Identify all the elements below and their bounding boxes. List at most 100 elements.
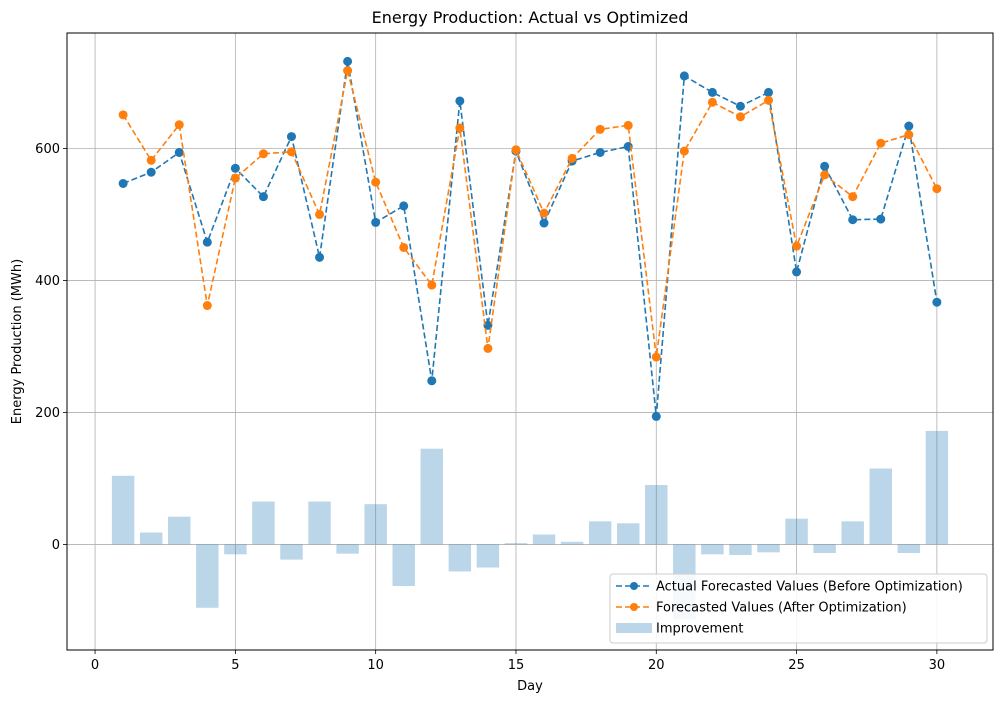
improvement-bar [841, 521, 864, 545]
grid [67, 33, 993, 650]
improvement-bar [757, 544, 780, 553]
plot-frame [66, 32, 994, 651]
data-point-optimized [118, 110, 128, 120]
improvement-bar [111, 475, 135, 545]
data-point-optimized [539, 208, 549, 218]
improvement-bar [196, 544, 219, 608]
legend-box [609, 573, 988, 644]
x-tick-label: 25 [788, 658, 805, 673]
data-point-actual [764, 87, 774, 97]
data-point-actual [539, 218, 549, 228]
data-point-actual [595, 147, 605, 157]
improvement-bar [308, 501, 331, 545]
data-point-actual [876, 214, 886, 224]
improvement-bar [729, 544, 752, 555]
improvement-bar [897, 544, 921, 553]
chart-title: Energy Production: Actual vs Optimized [372, 8, 689, 27]
data-point-actual [679, 71, 689, 81]
improvement-bar [168, 516, 191, 545]
improvement-bar [869, 468, 892, 545]
y-axis-label: Energy Production (MWh) [10, 259, 25, 424]
improvement-bar [532, 534, 556, 545]
data-point-optimized [258, 149, 268, 159]
data-point-actual [230, 163, 240, 173]
data-point-actual [735, 101, 745, 111]
data-point-actual [904, 121, 914, 131]
improvement-bar [476, 544, 500, 568]
legend-marker-actual [630, 582, 638, 590]
x-tick-label: 0 [91, 658, 99, 673]
data-point-actual [427, 376, 437, 386]
series-lines [118, 56, 942, 421]
x-tick-label: 10 [367, 658, 384, 673]
improvement-bar [139, 532, 163, 545]
improvement-bar [420, 448, 444, 545]
legend: Actual Forecasted Values (Before Optimiz… [609, 573, 988, 644]
axis-ticks: 0 5 10 15 20 25 30 0 200 400 600 [35, 142, 945, 673]
data-point-actual [932, 297, 942, 307]
data-point-optimized [343, 66, 353, 76]
data-point-optimized [764, 95, 774, 105]
y-tick-label: 600 [35, 142, 60, 157]
data-point-optimized [820, 170, 830, 180]
data-point-optimized [707, 97, 717, 107]
series-line-actual [122, 61, 938, 417]
data-point-actual [146, 167, 156, 177]
improvement-bar [813, 544, 836, 553]
improvement-bar [504, 543, 528, 545]
data-point-optimized [623, 120, 633, 130]
x-tick-label: 5 [231, 658, 239, 673]
data-point-optimized [286, 147, 296, 157]
data-point-actual [848, 215, 858, 225]
improvement-bar [224, 544, 247, 555]
data-point-optimized [146, 155, 156, 165]
data-point-optimized [932, 184, 942, 194]
data-point-optimized [399, 242, 409, 252]
improvement-bar [701, 544, 724, 555]
improvement-bar [588, 521, 612, 545]
legend-swatch-improvement [616, 623, 652, 633]
improvement-bar [336, 544, 359, 554]
data-point-actual [399, 201, 409, 211]
x-tick-label: 15 [508, 658, 525, 673]
improvement-bar [280, 544, 303, 560]
x-axis-label: Day [517, 679, 543, 694]
data-point-actual [820, 161, 830, 171]
improvement-bar [448, 544, 472, 572]
data-point-optimized [651, 352, 661, 362]
y-tick-label: 400 [35, 274, 60, 289]
data-point-optimized [792, 241, 802, 251]
data-point-optimized [904, 130, 914, 140]
data-point-actual [343, 56, 353, 66]
data-point-optimized [567, 153, 577, 163]
legend-label-improvement: Improvement [656, 622, 743, 637]
data-point-actual [258, 192, 268, 202]
improvement-bar [252, 501, 275, 545]
improvement-bar [616, 523, 640, 545]
data-point-optimized [595, 124, 605, 134]
data-point-actual [202, 237, 212, 247]
improvement-bar [364, 504, 387, 545]
y-tick-label: 0 [52, 538, 60, 553]
data-point-actual [174, 147, 184, 157]
improvement-bar [785, 518, 808, 545]
data-point-actual [371, 217, 381, 227]
improvement-bar [925, 430, 949, 545]
improvement-bar [560, 541, 584, 545]
legend-label-optimized: Forecasted Values (After Optimization) [656, 601, 907, 616]
legend-marker-optimized [630, 603, 638, 611]
data-point-actual [286, 132, 296, 142]
y-tick-label: 200 [35, 406, 60, 421]
series-line-optimized [122, 70, 938, 358]
data-point-actual [315, 252, 325, 262]
data-point-optimized [315, 209, 325, 219]
data-point-actual [118, 178, 128, 188]
legend-label-actual: Actual Forecasted Values (Before Optimiz… [656, 580, 963, 595]
data-point-optimized [202, 301, 212, 311]
data-point-optimized [679, 146, 689, 156]
data-point-optimized [371, 177, 381, 187]
data-point-optimized [735, 112, 745, 122]
data-point-actual [792, 267, 802, 277]
